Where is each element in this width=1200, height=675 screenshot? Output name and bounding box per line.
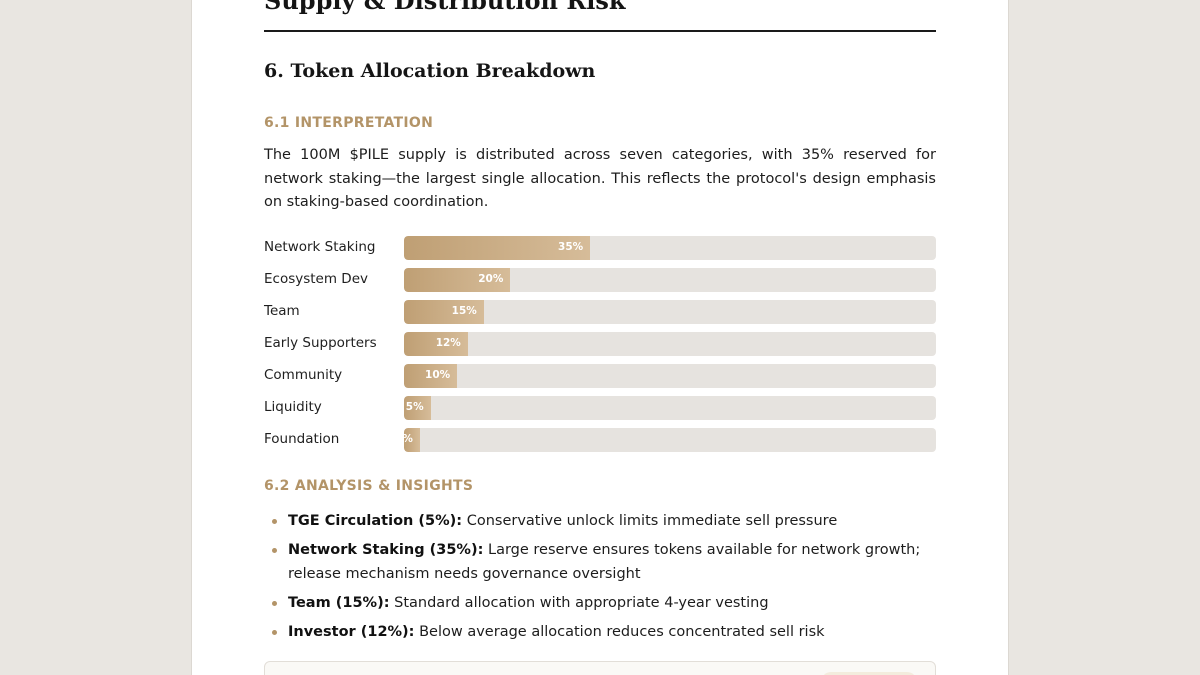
bullet-dot-icon — [272, 519, 277, 524]
bullet-dot-icon — [272, 630, 277, 635]
list-item: TGE Circulation (5%): Conservative unloc… — [264, 509, 936, 533]
list-item: Network Staking (35%): Large reserve ens… — [264, 538, 936, 586]
bar-value-label: 10% — [425, 369, 451, 381]
list-item: Investor (12%): Below average allocation… — [264, 620, 936, 644]
section-title: 6. Token Allocation Breakdown — [264, 60, 596, 82]
list-item-text: Below average allocation reduces concent… — [414, 624, 825, 640]
bar-value-label: 5% — [405, 401, 424, 413]
insights-list: TGE Circulation (5%): Conservative unloc… — [264, 509, 936, 649]
bar-category-label: Early Supporters — [264, 335, 377, 351]
list-item-label: Team (15%): — [288, 595, 390, 611]
callout-tag — [821, 672, 917, 675]
bar-category-label: Network Staking — [264, 239, 376, 255]
bar-track: 5% — [404, 396, 936, 420]
interpretation-paragraph: The 100M $PILE supply is distributed acr… — [264, 147, 936, 210]
bar: 5% — [404, 396, 431, 420]
bar: 3% — [404, 428, 420, 452]
bar-track: 3% — [404, 428, 936, 452]
list-item-text: Large reserve ensures tokens available f… — [288, 542, 921, 582]
bar-row: Team 15% — [264, 300, 936, 324]
bullet-dot-icon — [272, 548, 277, 553]
bar-value-label: 20% — [478, 273, 504, 285]
list-item-text: Standard allocation with appropriate 4-y… — [389, 595, 769, 611]
bar: 10% — [404, 364, 458, 388]
list-item-label: Network Staking (35%): — [288, 542, 484, 558]
document-title: Supply & Distribution Risk — [264, 0, 626, 15]
bar-row: Liquidity 5% — [264, 396, 936, 420]
bar-row: Community 10% — [264, 364, 936, 388]
bar: 15% — [404, 300, 484, 324]
title-divider — [264, 30, 936, 32]
bar-category-label: Liquidity — [264, 399, 322, 415]
analysis-heading: 6.2 ANALYSIS & INSIGHTS — [264, 478, 474, 494]
bar-value-label: 35% — [558, 241, 584, 253]
document-page: Supply & Distribution Risk 6. Token Allo… — [191, 0, 1009, 675]
bar: 20% — [404, 268, 511, 292]
interpretation-heading: 6.1 INTERPRETATION — [264, 115, 434, 131]
bar-value-label: 15% — [451, 305, 477, 317]
bar-category-label: Team — [264, 303, 300, 319]
list-item-label: Investor (12%): — [288, 624, 415, 640]
callout-box — [264, 661, 936, 675]
bar-category-label: Ecosystem Dev — [264, 271, 368, 287]
list-item-text: Conservative unlock limits immediate sel… — [462, 513, 838, 529]
bar-value-label: 12% — [435, 337, 461, 349]
bar-track: 10% — [404, 364, 936, 388]
bar-row: Ecosystem Dev 20% — [264, 268, 936, 292]
bar-track: 35% — [404, 236, 936, 260]
bar-row: Network Staking 35% — [264, 236, 936, 260]
bar-row: Early Supporters 12% — [264, 332, 936, 356]
bar-category-label: Foundation — [264, 431, 340, 447]
bar: 35% — [404, 236, 591, 260]
list-item: Team (15%): Standard allocation with app… — [264, 591, 936, 615]
bar-track: 15% — [404, 300, 936, 324]
bar-category-label: Community — [264, 367, 343, 383]
bar: 12% — [404, 332, 468, 356]
bar-track: 12% — [404, 332, 936, 356]
bar-value-label: 3% — [404, 433, 413, 445]
list-item-label: TGE Circulation (5%): — [288, 513, 463, 529]
bullet-dot-icon — [272, 601, 277, 606]
bar-row: Foundation 3% — [264, 428, 936, 452]
bar-track: 20% — [404, 268, 936, 292]
